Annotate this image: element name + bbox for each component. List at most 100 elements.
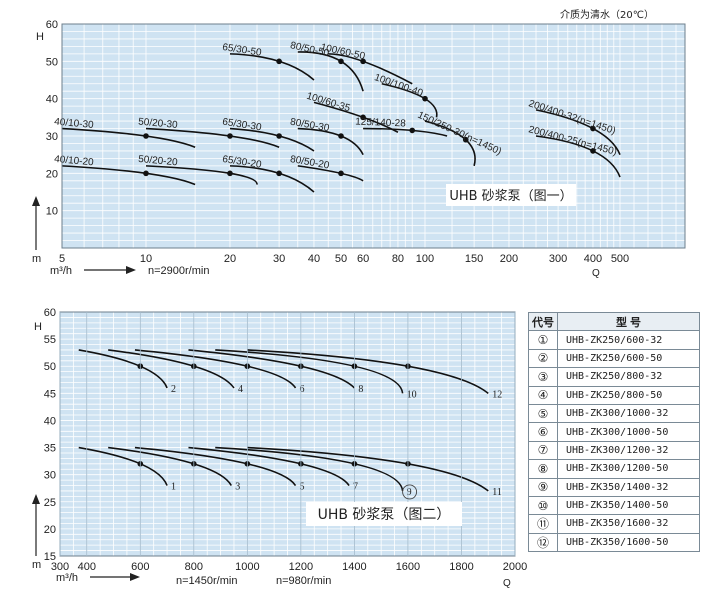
table-row: ④ UHB-ZK250/800-50	[528, 385, 700, 405]
table-row: ⑤ UHB-ZK300/1000-32	[528, 403, 700, 424]
x-tick-label: 80	[392, 253, 404, 265]
curve-label: 5	[300, 482, 305, 493]
curve-label: 50/20-30	[138, 117, 179, 132]
model-name: UHB-ZK350/1600-32	[557, 514, 700, 534]
x-tick-label: 1400	[342, 561, 366, 573]
curve-label: 3	[235, 482, 240, 493]
model-name: UHB-ZK250/800-32	[557, 367, 700, 387]
speed-label-b: n=980r/min	[276, 575, 331, 587]
title-box	[306, 502, 462, 526]
curve-label: 50/20-20	[138, 154, 179, 169]
curve-label: 8	[358, 384, 363, 395]
header-model: 型 号	[557, 311, 700, 332]
operating-point	[338, 133, 344, 139]
operating-point	[227, 170, 233, 177]
y-arrow-head	[32, 494, 40, 504]
curve-label: 1	[171, 482, 176, 493]
model-name: UHB-ZK350/1400-50	[557, 495, 700, 516]
model-name: UHB-ZK300/1200-32	[557, 440, 700, 461]
model-code: ⑥	[528, 422, 558, 442]
operating-point	[409, 127, 416, 134]
x-arrow-head	[126, 266, 136, 274]
y-tick-label: 55	[44, 334, 56, 346]
y-tick-label: 50	[44, 361, 56, 373]
x-tick-label: 600	[131, 561, 149, 573]
curve-label: 40/10-20	[54, 154, 95, 169]
x-tick-label: 500	[611, 253, 629, 265]
highlight-circle	[402, 484, 418, 500]
model-name: UHB-ZK350/1400-32	[557, 477, 700, 497]
x-tick-label: 60	[357, 253, 369, 265]
x-tick-label: 1200	[289, 561, 313, 573]
model-name: UHB-ZK300/1000-32	[557, 403, 700, 424]
y-tick-label: 25	[44, 497, 56, 509]
y-tick-label: 40	[46, 94, 58, 106]
x-tick-label: 5	[59, 253, 65, 265]
plot-frame-top	[61, 23, 686, 249]
curve-label: 2	[171, 384, 176, 395]
model-code: ④	[528, 385, 558, 405]
y-tick-label: 10	[46, 206, 58, 218]
model-code: ⑩	[528, 495, 558, 516]
operating-point	[590, 148, 596, 154]
model-code: ⑫	[528, 532, 558, 553]
x-arrow-head	[130, 573, 140, 581]
x-tick-label: 10	[140, 253, 152, 265]
curve-label: 4	[238, 384, 243, 395]
operating-point	[360, 114, 366, 121]
model-code: ②	[528, 348, 558, 369]
chart-1: 10 20 30 40 50 60 5 10 20 30 40 50 60 80 100 150 200 300 4…	[32, 19, 686, 279]
x-tick-label: 30	[273, 253, 285, 265]
x-tick-label: 1000	[235, 561, 259, 573]
curve-label: 10	[407, 389, 417, 400]
curve-label: 6	[300, 384, 305, 395]
x-tick-label: 20	[224, 253, 236, 265]
model-name: UHB-ZK300/1200-50	[557, 459, 700, 479]
operating-point	[338, 58, 344, 65]
x-axis-label: Q	[592, 268, 600, 279]
model-code: ③	[528, 367, 558, 387]
y-tick-label: 50	[46, 56, 58, 68]
operating-point	[276, 170, 282, 177]
curve-label: 11	[492, 487, 502, 498]
y-axis-label: H	[34, 321, 42, 333]
header-code: 代号	[528, 311, 558, 332]
x-tick-label: 40	[308, 253, 320, 265]
curve-label: 7	[353, 482, 358, 493]
y-arrow-head	[32, 196, 40, 206]
x-tick-label: 400	[78, 561, 96, 573]
medium-note: 介质为清水（20℃）	[560, 8, 654, 21]
x-unit-label: m³/h	[56, 572, 78, 584]
table-row: ⑩ UHB-ZK350/1400-50	[528, 495, 700, 516]
x-tick-label: 50	[335, 253, 347, 265]
model-name: UHB-ZK250/800-50	[557, 385, 700, 405]
operating-point	[338, 170, 344, 177]
table-row: ② UHB-ZK250/600-50	[528, 348, 700, 369]
x-tick-label: 100	[416, 253, 434, 265]
y-tick-label: 45	[44, 388, 56, 400]
y-tick-label: 30	[46, 131, 58, 143]
x-tick-label: 150	[465, 253, 483, 265]
operating-point	[360, 58, 366, 65]
model-name: UHB-ZK250/600-32	[557, 330, 700, 350]
model-code: ⑧	[528, 459, 558, 479]
x-tick-label: 1600	[396, 561, 420, 573]
x-tick-label: 400	[584, 253, 602, 265]
title-box	[446, 184, 576, 206]
table-row: ⑦ UHB-ZK300/1200-32	[528, 440, 700, 461]
speed-label: n=2900r/min	[148, 265, 209, 277]
x-unit-label: m³/h	[50, 265, 72, 277]
curve-label: 125/140-28	[355, 117, 406, 130]
operating-point	[143, 133, 149, 139]
model-name: UHB-ZK300/1000-50	[557, 422, 700, 442]
x-tick-label: 300	[549, 253, 567, 265]
y-unit-label: m	[32, 253, 41, 265]
y-tick-label: 30	[44, 470, 56, 482]
y-tick-label: 20	[44, 524, 56, 536]
model-code: ⑪	[528, 514, 558, 534]
operating-point	[143, 170, 149, 177]
model-name: UHB-ZK350/1600-50	[557, 532, 700, 553]
model-table: 代号 型 号 ① UHB-ZK250/600-32 ② UHB-ZK250/600-5…	[528, 311, 700, 553]
